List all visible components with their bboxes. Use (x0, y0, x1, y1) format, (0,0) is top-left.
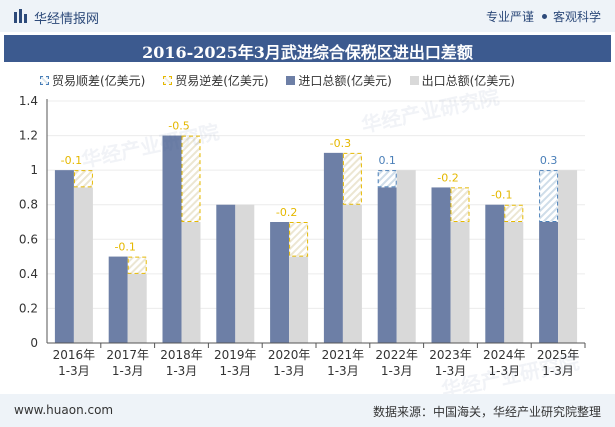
chart-title: 2016-2025年3月武进综合保税区进出口差额 (142, 43, 473, 62)
balance-label: -0.3 (330, 137, 351, 150)
bar-export (396, 170, 416, 343)
bar-export (73, 187, 93, 343)
legend-label-deficit: 贸易逆差(亿美元) (175, 74, 269, 88)
balance-label: -0.1 (114, 241, 135, 254)
bar-import (539, 222, 559, 343)
slogan: 专业严谨 客观科学 (486, 8, 601, 25)
x-tick-label: 2020年 1-3月 (268, 348, 311, 378)
x-tick-label: 2017年 1-3月 (106, 348, 149, 378)
bar-surplus (377, 170, 397, 188)
axes-layer: 0 0.2 0.4 0.6 0.8 1 1.2 1.4 2016年 1-3月 2017年 1-3月 20… (19, 94, 586, 378)
bars-layer (54, 135, 578, 343)
legend-swatch-surplus (40, 76, 49, 85)
bar-export (450, 222, 470, 343)
bar-deficit (289, 222, 309, 257)
legend-swatch-deficit (163, 76, 173, 85)
top-bar: 华经情报网 专业严谨 客观科学 (0, 0, 615, 32)
legend: 贸易顺差(亿美元) 贸易逆差(亿美元) 进口总额(亿美元) 出口总额(亿美元) (40, 72, 529, 90)
bar-export (289, 256, 309, 343)
legend-item-deficit: 贸易逆差(亿美元) (163, 72, 269, 89)
slogan-right: 客观科学 (552, 10, 601, 24)
y-tick-label: 1 (30, 163, 38, 177)
bar-deficit (181, 135, 201, 222)
logo-icon (14, 9, 27, 23)
bar-export (235, 204, 255, 343)
x-tick-label: 2025年 1-3月 (537, 348, 580, 378)
bar-import (485, 204, 505, 343)
y-tick-label: 0 (30, 336, 38, 350)
y-tick-label: 0.6 (19, 232, 38, 246)
legend-swatch-export (409, 76, 419, 85)
bar-export (558, 170, 578, 343)
y-tick-label: 0.4 (19, 267, 38, 281)
bar-import (431, 187, 451, 343)
bar-import (162, 135, 182, 343)
balance-label: -0.2 (276, 206, 297, 219)
footer: www.huaon.com 数据来源：中国海关，华经产业研究院整理 (0, 394, 615, 427)
y-tick-label: 1.2 (19, 129, 38, 143)
legend-swatch-import (286, 76, 296, 85)
y-tick-label: 0.8 (19, 198, 38, 212)
bar-deficit (504, 204, 524, 222)
bar-export (342, 204, 362, 343)
legend-label-surplus: 贸易顺差(亿美元) (52, 74, 146, 88)
legend-item-surplus: 贸易顺差(亿美元) (40, 72, 145, 89)
slogan-left: 专业严谨 (485, 10, 534, 24)
website-link[interactable]: www.huaon.com (14, 403, 114, 417)
bar-import (323, 152, 343, 343)
legend-label-export: 出口总额(亿美元) (421, 74, 515, 88)
brand-name: 华经情报网 (34, 12, 100, 27)
y-tick-label: 1.4 (19, 94, 38, 108)
x-tick-label: 2019年 1-3月 (214, 348, 257, 378)
bar-import (108, 256, 128, 343)
balance-label: -0.5 (168, 120, 189, 133)
balance-label: 0.1 (378, 154, 396, 167)
bar-deficit (127, 256, 147, 274)
legend-label-import: 进口总额(亿美元) (298, 74, 392, 88)
dot-separator (541, 14, 547, 19)
balance-label: -0.2 (437, 171, 458, 184)
bar-import (270, 222, 290, 343)
labels-layer: -0.1 -0.1 -0.5 -0.2 -0.3 0.1 -0.2 -0.1 0.3 (61, 120, 558, 254)
x-tick-label: 2016年 1-3月 (53, 348, 96, 378)
x-tick-label: 2021年 1-3月 (322, 348, 365, 378)
bar-export (127, 273, 147, 343)
balance-label: -0.1 (61, 154, 82, 167)
bar-import (216, 204, 236, 343)
y-tick-label: 0.2 (19, 301, 38, 315)
x-tick-label: 2018年 1-3月 (160, 348, 203, 378)
legend-item-import: 进口总额(亿美元) (286, 72, 392, 89)
bar-deficit (450, 187, 470, 223)
bar-surplus (539, 170, 559, 222)
legend-item-export: 出口总额(亿美元) (409, 72, 515, 89)
data-source: 数据来源：中国海关，华经产业研究院整理 (372, 405, 601, 419)
bar-deficit (342, 152, 362, 205)
title-band: 2016-2025年3月武进综合保税区进出口差额 (4, 35, 611, 62)
bar-export (181, 222, 201, 343)
bar-import (377, 187, 397, 343)
balance-label: -0.1 (491, 189, 512, 202)
x-tick-label: 2024年 1-3月 (483, 348, 526, 378)
bar-import (54, 170, 74, 343)
x-tick-label: 2023年 1-3月 (429, 348, 472, 378)
bar-export (504, 222, 524, 343)
bar-deficit (73, 170, 93, 188)
x-tick-label: 2022年 1-3月 (375, 348, 418, 378)
balance-label: 0.3 (540, 154, 558, 167)
